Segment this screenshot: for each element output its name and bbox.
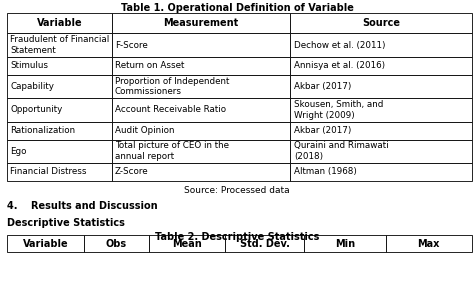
Bar: [7, 140, 111, 163]
Text: Opportunity: Opportunity: [10, 106, 63, 114]
Bar: [111, 75, 291, 98]
Bar: [111, 122, 291, 140]
Bar: [7, 33, 111, 57]
Bar: [111, 13, 291, 33]
Text: Ego: Ego: [10, 147, 27, 156]
Text: Source: Processed data: Source: Processed data: [184, 186, 290, 195]
Text: Akbar (2017): Akbar (2017): [294, 82, 351, 91]
Bar: [291, 57, 472, 75]
Text: 4.    Results and Discussion: 4. Results and Discussion: [7, 201, 158, 211]
Text: Account Receivable Ratio: Account Receivable Ratio: [115, 106, 226, 114]
Bar: [7, 57, 111, 75]
Text: Altman (1968): Altman (1968): [294, 168, 356, 176]
Text: Obs: Obs: [106, 239, 127, 249]
Text: F-Score: F-Score: [115, 41, 148, 50]
Text: Table 1. Operational Definition of Variable: Table 1. Operational Definition of Varia…: [120, 3, 354, 13]
Text: Stimulus: Stimulus: [10, 61, 48, 70]
Bar: [304, 235, 386, 252]
Bar: [149, 235, 226, 252]
Text: Total picture of CEO in the
annual report: Total picture of CEO in the annual repor…: [115, 142, 229, 161]
Bar: [291, 122, 472, 140]
Text: Dechow et al. (2011): Dechow et al. (2011): [294, 41, 385, 50]
Text: Max: Max: [418, 239, 440, 249]
Text: Variable: Variable: [36, 18, 82, 28]
Bar: [111, 140, 291, 163]
Text: Source: Source: [362, 18, 400, 28]
Bar: [291, 13, 472, 33]
Text: Mean: Mean: [172, 239, 202, 249]
Bar: [7, 75, 111, 98]
Text: Rationalization: Rationalization: [10, 126, 75, 135]
Bar: [111, 33, 291, 57]
Text: Return on Asset: Return on Asset: [115, 61, 184, 70]
Bar: [386, 235, 472, 252]
Text: Akbar (2017): Akbar (2017): [294, 126, 351, 135]
Text: Proportion of Independent
Commissioners: Proportion of Independent Commissioners: [115, 77, 229, 96]
Text: Annisya et al. (2016): Annisya et al. (2016): [294, 61, 385, 70]
Bar: [226, 235, 304, 252]
Text: Min: Min: [335, 239, 355, 249]
Text: Z-Score: Z-Score: [115, 168, 148, 176]
Bar: [111, 57, 291, 75]
Text: Audit Opinion: Audit Opinion: [115, 126, 174, 135]
Text: Table 2. Descriptive Statistics: Table 2. Descriptive Statistics: [155, 232, 319, 242]
Bar: [291, 98, 472, 122]
Bar: [111, 98, 291, 122]
Bar: [291, 75, 472, 98]
Text: Measurement: Measurement: [164, 18, 239, 28]
Bar: [111, 163, 291, 181]
Bar: [84, 235, 149, 252]
Text: Fraudulent of Financial
Statement: Fraudulent of Financial Statement: [10, 35, 109, 55]
Bar: [291, 140, 472, 163]
Bar: [7, 235, 84, 252]
Text: Std. Dev.: Std. Dev.: [240, 239, 290, 249]
Text: Financial Distress: Financial Distress: [10, 168, 87, 176]
Bar: [7, 13, 111, 33]
Bar: [291, 33, 472, 57]
Text: Variable: Variable: [23, 239, 68, 249]
Text: Quraini and Rimawati
(2018): Quraini and Rimawati (2018): [294, 142, 388, 161]
Bar: [7, 98, 111, 122]
Bar: [291, 163, 472, 181]
Bar: [7, 163, 111, 181]
Text: Descriptive Statistics: Descriptive Statistics: [7, 218, 125, 228]
Bar: [7, 122, 111, 140]
Text: Skousen, Smith, and
Wright (2009): Skousen, Smith, and Wright (2009): [294, 100, 383, 120]
Text: Capability: Capability: [10, 82, 55, 91]
